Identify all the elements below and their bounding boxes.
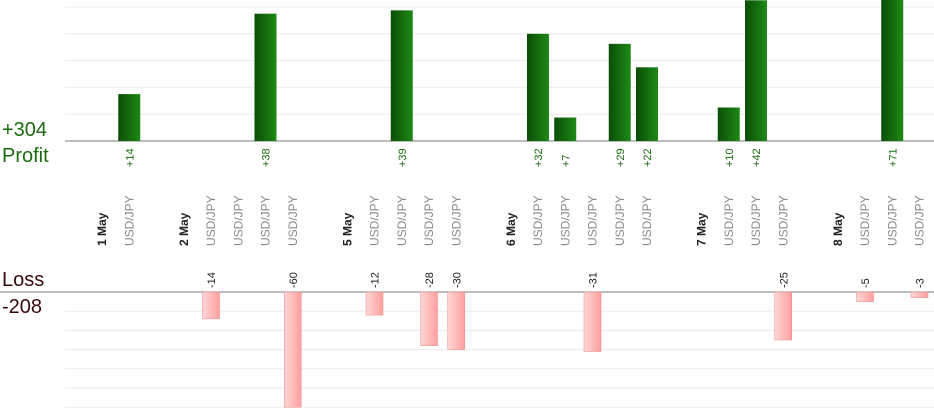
- loss-bar: [910, 291, 929, 299]
- date-label: 1 May: [95, 212, 109, 246]
- loss-bar: [583, 291, 602, 352]
- symbol-label: USD/JPY: [122, 195, 136, 246]
- symbol-label: USD/JPY: [531, 195, 545, 246]
- date-label: 8 May: [831, 212, 845, 246]
- profit-value-label: +7: [560, 154, 572, 167]
- profit-value-label: +10: [724, 148, 736, 167]
- loss-value-label: -28: [424, 272, 436, 288]
- loss-bar: [447, 291, 465, 350]
- symbol-label: USD/JPY: [858, 195, 872, 246]
- value-labels: +14 -14 +38 -60 -12 +39 -28 -30 +32 +7 -31 +29 +22 +1…: [124, 148, 926, 288]
- symbol-label: USD/JPY: [640, 195, 654, 246]
- loss-bar: [284, 291, 302, 408]
- profit-label: Profit: [2, 145, 49, 167]
- symbol-label: USD/JPY: [204, 195, 218, 246]
- symbol-label: USD/JPY: [395, 195, 409, 246]
- symbol-label: USD/JPY: [449, 195, 463, 246]
- symbol-label: USD/JPY: [722, 195, 736, 246]
- profit-value-label: +71: [887, 148, 899, 167]
- profit-value-label: +32: [533, 148, 545, 167]
- profit-value-label: +39: [397, 148, 409, 167]
- loss-value-label: -25: [778, 272, 790, 288]
- loss-value-label: -3: [915, 278, 927, 288]
- symbol-label: USD/JPY: [586, 195, 600, 246]
- profit-value-label: +42: [751, 148, 763, 167]
- profit-bar: [881, 0, 904, 141]
- loss-bar: [856, 291, 874, 302]
- loss-bar: [365, 291, 384, 316]
- profit-total: +304: [2, 119, 48, 141]
- profit-bar: [554, 117, 577, 141]
- symbol-label: USD/JPY: [776, 195, 790, 246]
- profit-bar: [636, 67, 658, 141]
- profit-value-label: +22: [642, 148, 654, 167]
- profit-bar: [254, 13, 277, 142]
- date-label: 2 May: [177, 212, 191, 246]
- symbol-label: USD/JPY: [558, 195, 572, 246]
- symbol-label: USD/JPY: [913, 195, 927, 246]
- gridlines: [0, 6, 934, 408]
- loss-value-label: -31: [588, 272, 600, 288]
- profit-bar: [527, 33, 549, 141]
- profit-value-label: +38: [261, 148, 273, 167]
- symbol-label: USD/JPY: [613, 195, 627, 246]
- loss-bar: [202, 291, 220, 320]
- profit-bar: [608, 43, 631, 141]
- symbol-label: USD/JPY: [368, 195, 382, 246]
- symbol-label: USD/JPY: [286, 195, 300, 246]
- bars: [118, 0, 929, 408]
- loss-value-label: -60: [288, 272, 300, 288]
- symbol-label: USD/JPY: [749, 195, 763, 246]
- profit-bar: [745, 0, 767, 141]
- loss-total: -208: [2, 296, 43, 318]
- loss-value-label: -30: [451, 272, 463, 288]
- category-labels: 1 May USD/JPY 2 May USD/JPY USD/JPY USD/JPY US…: [95, 195, 927, 246]
- symbol-label: USD/JPY: [259, 195, 273, 246]
- loss-value-label: -12: [370, 272, 382, 288]
- profit-value-label: +29: [615, 148, 627, 167]
- loss-value-label: -5: [860, 278, 872, 288]
- loss-bar: [420, 291, 438, 347]
- date-label: 5 May: [340, 212, 354, 246]
- loss-value-label: -14: [206, 272, 218, 288]
- profit-bar: [390, 10, 413, 141]
- loss-bar: [774, 291, 792, 341]
- loss-label: Loss: [2, 269, 45, 291]
- profit-bar: [118, 94, 141, 141]
- profit-value-label: +14: [124, 148, 136, 167]
- profit-bar: [717, 107, 740, 141]
- symbol-label: USD/JPY: [231, 195, 245, 246]
- symbol-label: USD/JPY: [885, 195, 899, 246]
- date-label: 7 May: [695, 212, 709, 246]
- date-label: 6 May: [504, 212, 518, 246]
- symbol-label: USD/JPY: [422, 195, 436, 246]
